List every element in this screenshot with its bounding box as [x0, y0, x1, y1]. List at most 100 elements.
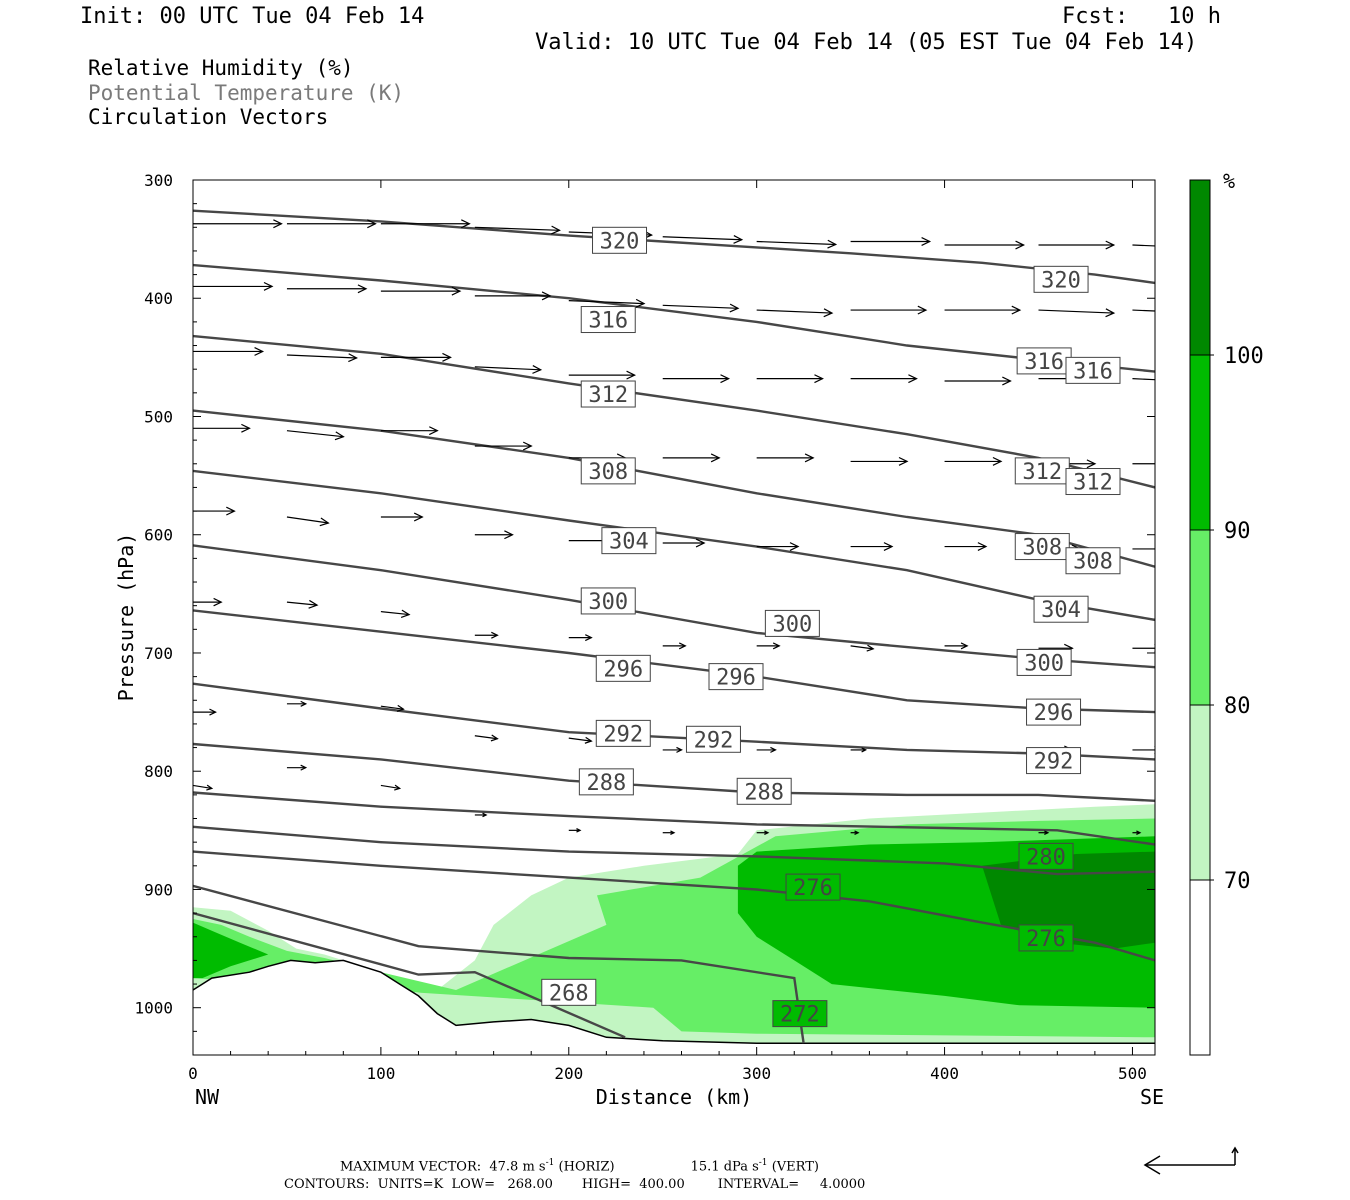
svg-text:300: 300: [588, 590, 628, 615]
circulation-vector-6: [756, 239, 838, 249]
theta-contour-300: [193, 544, 1155, 669]
circulation-vector-1: [286, 219, 377, 229]
circulation-vector-70: [568, 736, 593, 744]
circulation-vector-54: [1132, 548, 1155, 550]
svg-text:304: 304: [1041, 598, 1081, 623]
contour-label-268-28: 268: [541, 978, 597, 1006]
svg-text:296: 296: [603, 657, 643, 682]
circulation-vector-39: [756, 453, 815, 463]
circulation-vector-47: [474, 530, 514, 540]
x-tick-label-100: 100: [366, 1064, 395, 1083]
circulation-vector-25: [474, 365, 543, 374]
theta-contour-304: [193, 469, 1155, 622]
theta-contour-312: [193, 334, 1155, 489]
svg-text:272: 272: [780, 1003, 820, 1028]
circulation-vector-80: [568, 828, 582, 833]
colorbar-segment-1: [1190, 705, 1210, 880]
y-tick-label-300: 300: [144, 171, 173, 190]
circulation-vector-23: [286, 353, 358, 363]
circulation-vector-79: [474, 812, 488, 818]
circulation-vector-73: [850, 747, 868, 753]
contour-label-296-17: 296: [708, 663, 764, 691]
svg-text:320: 320: [600, 229, 640, 254]
svg-text:276: 276: [793, 876, 833, 901]
svg-text:312: 312: [1073, 471, 1113, 496]
circulation-vector-66: [193, 708, 217, 716]
variable-potential-temperature: Potential Temperature (K): [88, 81, 405, 105]
svg-text:292: 292: [1034, 750, 1074, 775]
svg-text:288: 288: [744, 780, 784, 805]
theta-contour-272: [193, 884, 805, 1044]
contour-label-layer: 320 320 316 316 316 312 312 312 308 308 308 304 304 3…: [541, 226, 1121, 1028]
contour-label-308-10: 308: [1065, 547, 1121, 575]
circulation-vector-84: [1038, 830, 1050, 835]
axes-layer: 300 400 500 600 700 800 900 1000 0 100 200 300 400 50…: [134, 171, 1155, 1083]
circulation-vector-71: [662, 746, 683, 753]
circulation-vector-19: [944, 305, 1022, 315]
contours-info: CONTOURS: UNITS=K LOW= 268.00 HIGH= 400.…: [284, 1177, 866, 1192]
circulation-vector-46: [380, 512, 424, 522]
circulation-vector-9: [1038, 240, 1116, 250]
svg-text:304: 304: [609, 530, 649, 555]
colorbar-segment-4: [1190, 180, 1210, 355]
x-right-direction: SE: [1140, 1085, 1164, 1109]
contour-label-316-2: 316: [580, 306, 636, 334]
circulation-vector-85: [1132, 830, 1142, 835]
colorbar-unit: %: [1223, 169, 1235, 193]
x-axis-title: Distance (km): [596, 1085, 753, 1109]
contour-label-292-20: 292: [685, 725, 741, 753]
circulation-vector-33: [193, 423, 251, 433]
svg-text:312: 312: [1022, 460, 1062, 485]
svg-text:296: 296: [1034, 701, 1074, 726]
svg-text:292: 292: [694, 728, 734, 753]
circulation-vector-13: [380, 286, 462, 296]
rh-region-100-4: [982, 851, 1155, 949]
circulation-vector-72: [756, 746, 777, 753]
max-vector-horiz: MAXIMUM VECTOR: 47.8 m s: [340, 1159, 546, 1175]
contour-label-276-26: 276: [1018, 924, 1074, 952]
max-vector-horiz-unit: (HORIZ): [558, 1159, 615, 1175]
circulation-vector-20: [1038, 308, 1116, 318]
circulation-vector-26: [568, 370, 637, 380]
contour-label-308-8: 308: [580, 457, 636, 485]
circulation-vector-78: [380, 784, 402, 791]
circulation-vector-34: [286, 430, 345, 441]
contour-label-300-13: 300: [580, 587, 636, 615]
circulation-vector-11: [193, 281, 274, 291]
contour-label-292-19: 292: [595, 719, 651, 747]
circulation-vector-52: [944, 542, 988, 552]
terrain-mask: [193, 960, 1155, 1055]
contour-label-312-5: 312: [580, 380, 636, 408]
circulation-vector-44: [193, 506, 236, 516]
y-tick-label-600: 600: [144, 526, 173, 545]
colorbar-label-70: 70: [1224, 869, 1251, 894]
circulation-vector-18: [850, 305, 928, 315]
max-vector-vert-exponent: -1: [758, 1158, 768, 1168]
contour-label-288-23: 288: [736, 777, 792, 805]
circulation-vector-2: [380, 219, 471, 229]
svg-text:300: 300: [772, 612, 812, 637]
circulation-vector-81: [662, 830, 676, 835]
contour-label-300-15: 300: [1016, 648, 1072, 676]
circulation-vector-45: [286, 516, 330, 527]
svg-text:296: 296: [716, 666, 756, 691]
valid-time: Valid: 10 UTC Tue 04 Feb 14 (05 EST Tue …: [535, 30, 1198, 55]
x-tick-label-500: 500: [1118, 1064, 1147, 1083]
circulation-vector-75: [1132, 745, 1155, 755]
contour-label-304-11: 304: [601, 527, 657, 555]
circulation-vector-8: [944, 240, 1026, 250]
contour-label-304-12: 304: [1033, 595, 1089, 623]
contour-label-296-18: 296: [1026, 698, 1082, 726]
colorbar: 70 80 90 100: [1189, 179, 1264, 1056]
colorbar-label-90: 90: [1224, 519, 1251, 544]
circulation-vector-29: [850, 374, 918, 384]
circulation-vector-63: [944, 642, 969, 650]
colorbar-segment-0: [1190, 880, 1210, 1055]
contour-label-316-3: 316: [1016, 347, 1072, 375]
circulation-vector-82: [756, 830, 770, 835]
theta-contour-280: [193, 825, 1155, 876]
contour-label-316-4: 316: [1065, 356, 1121, 384]
circulation-vector-83: [850, 830, 860, 835]
x-tick-label-0: 0: [188, 1064, 198, 1083]
circulation-vector-7: [850, 237, 932, 246]
